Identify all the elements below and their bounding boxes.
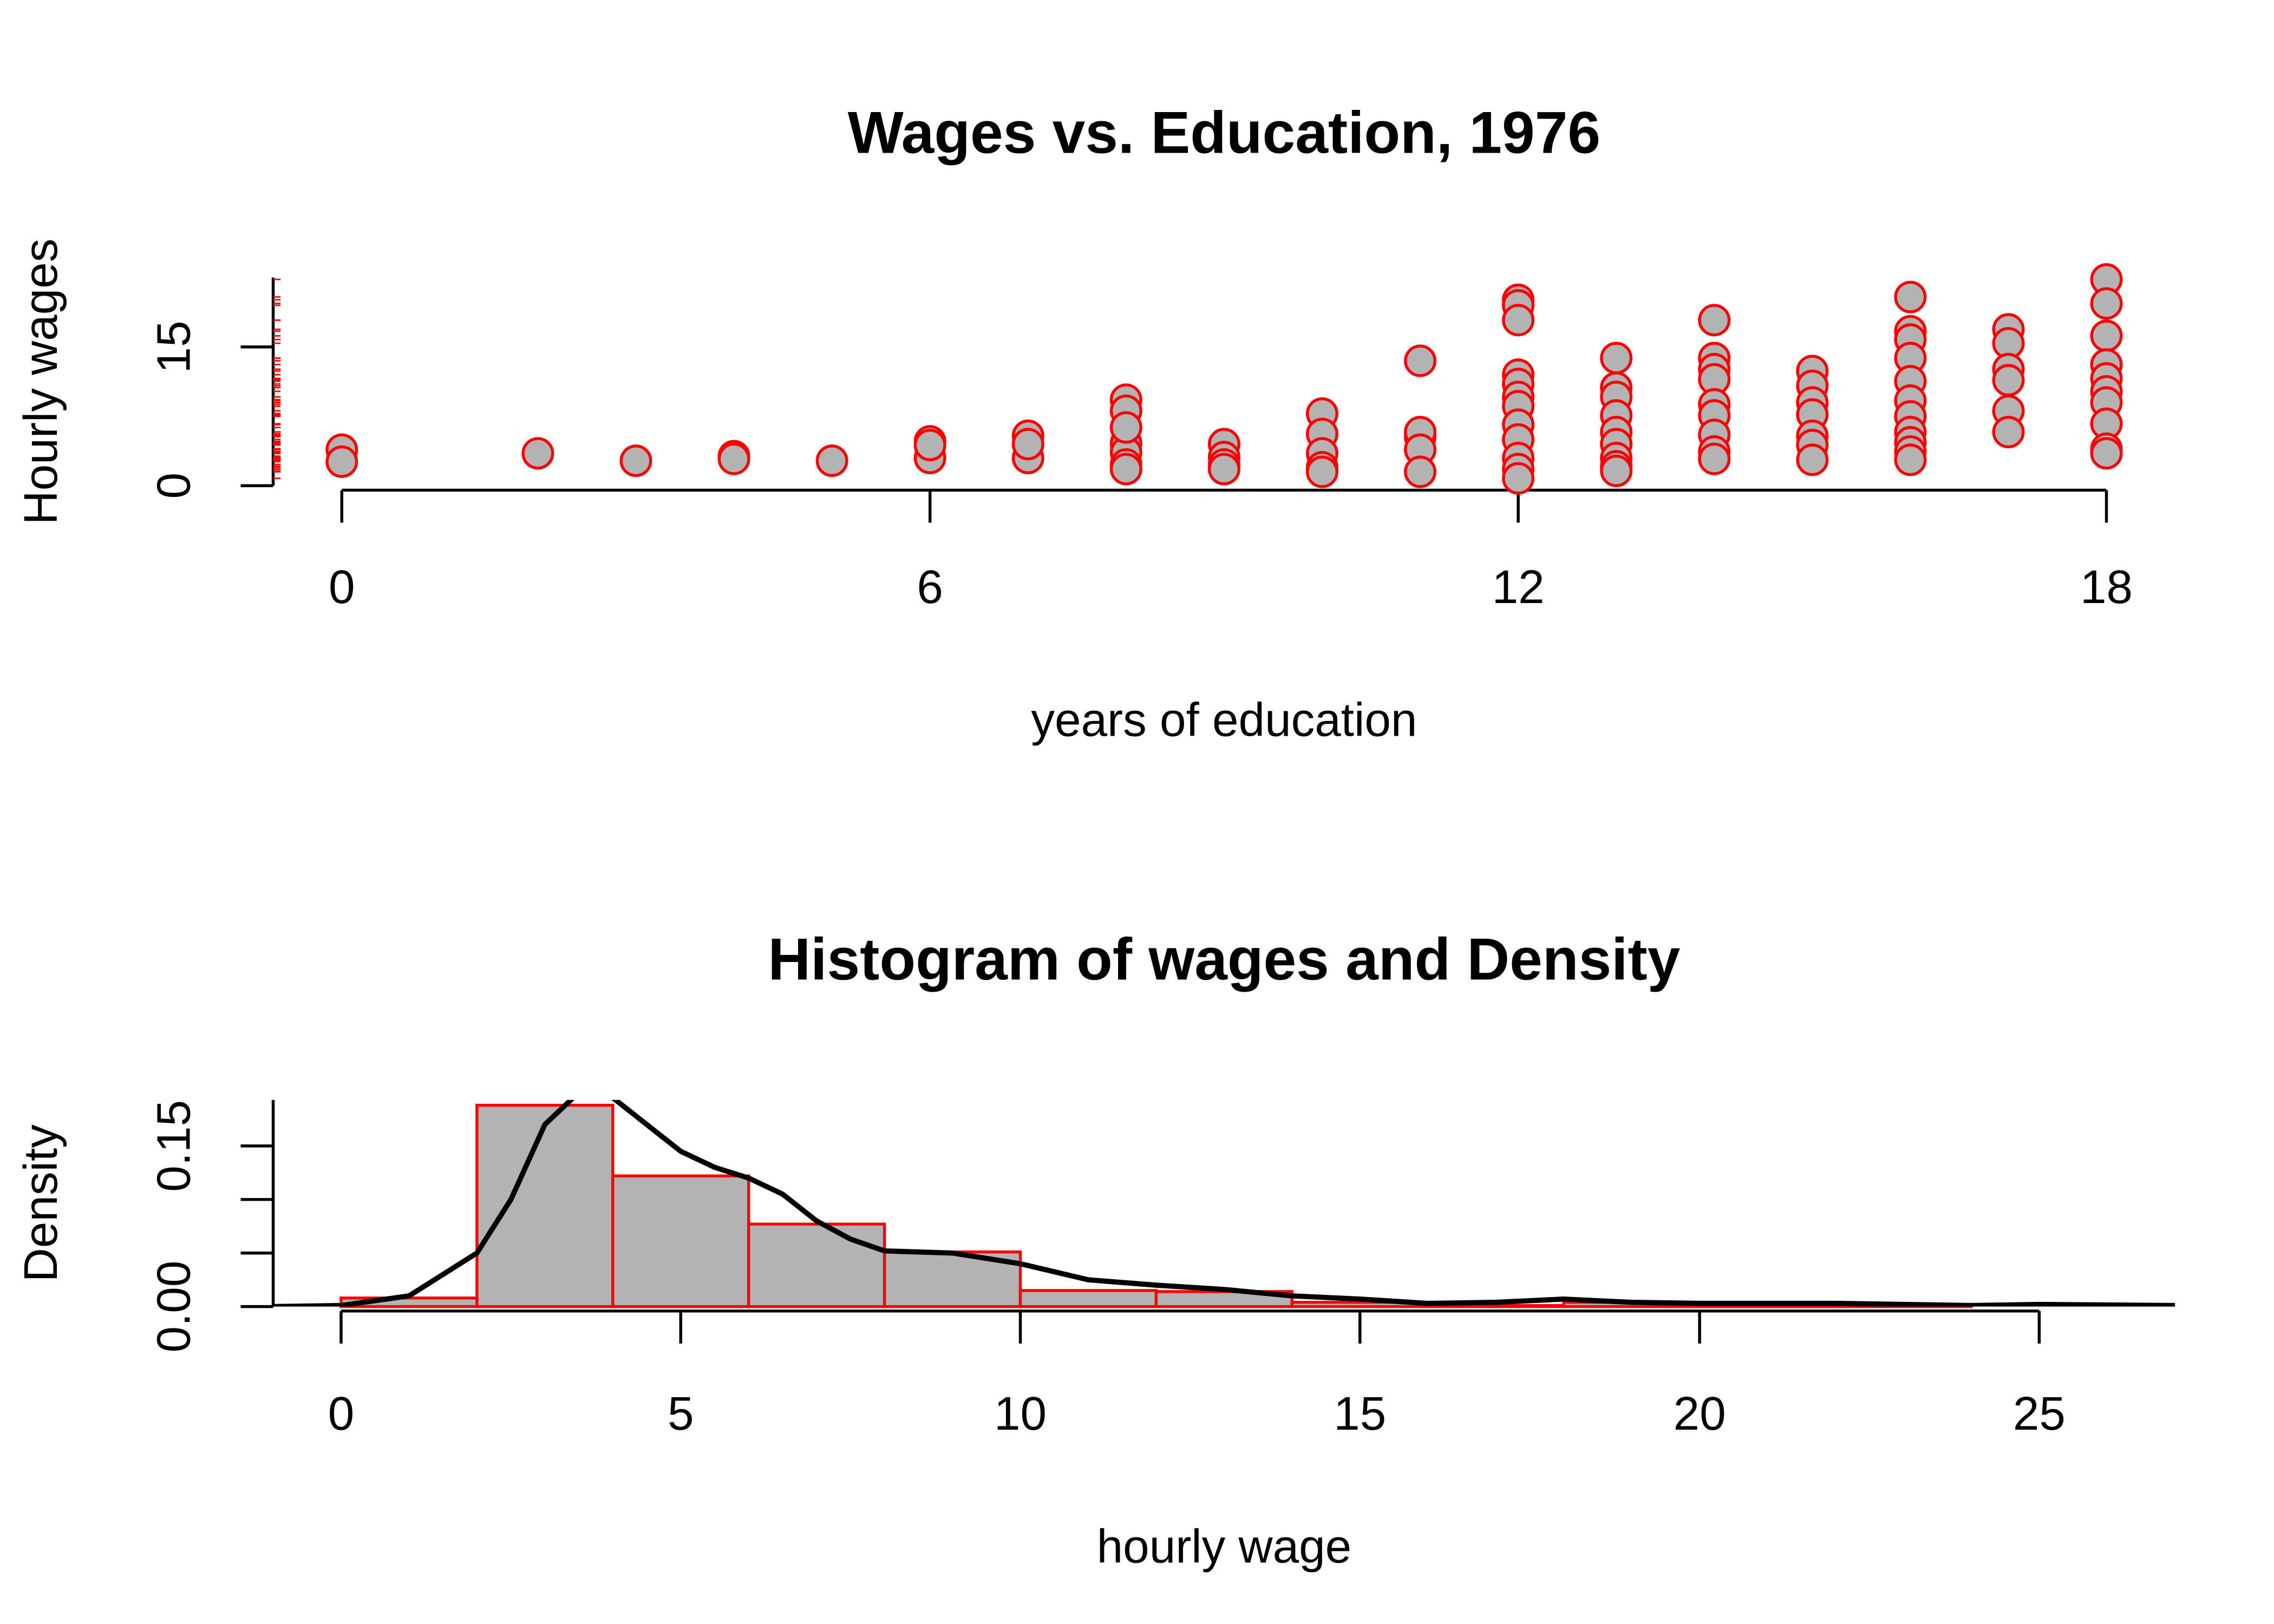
histogram-bar (475, 1103, 615, 1308)
scatter-point (815, 444, 848, 477)
x-tick-label: 10 (994, 1387, 1047, 1440)
y-tick-label: 0.00 (147, 1261, 200, 1353)
x-tick-label: 6 (917, 561, 943, 613)
histogram-bar (747, 1222, 886, 1308)
chart-title: Wages vs. Education, 1976 (848, 100, 1600, 166)
density-line (273, 1099, 2175, 1307)
scatter-point (1992, 364, 2025, 397)
x-tick-label: 5 (668, 1387, 694, 1440)
y-axis-label: Hourly wages (15, 239, 67, 525)
scatter-point (1698, 442, 1731, 475)
scatter-point (1011, 428, 1044, 461)
x-tick-label: 12 (1492, 561, 1545, 613)
scatter-point (1305, 455, 1338, 488)
scatter-point (1502, 462, 1535, 495)
scatter-point (1404, 344, 1437, 377)
x-tick-label: 18 (2080, 561, 2133, 613)
scatter-point (717, 442, 750, 475)
y-tick-label: 15 (147, 320, 200, 373)
scatter-point (1698, 304, 1731, 337)
histogram-bar (1018, 1289, 1158, 1308)
scatter-point (1992, 416, 2025, 449)
x-tick-label: 0 (328, 1387, 355, 1440)
scatter-point (521, 437, 554, 470)
scatter-point (1894, 280, 1927, 313)
chart-title: Histogram of wages and Density (768, 927, 1680, 993)
y-tick-label: 0 (147, 473, 200, 499)
scatter-point (1207, 453, 1240, 486)
x-axis-label: hourly wage (1097, 1521, 1352, 1573)
scatter-point (1502, 304, 1535, 337)
scatter-point (1796, 443, 1829, 476)
x-tick-label: 25 (2013, 1387, 2066, 1440)
x-axis-label: years of education (1031, 693, 1417, 746)
scatter-point (325, 445, 358, 478)
scatter-point (1404, 455, 1437, 488)
y-axis-label: Density (15, 1124, 67, 1282)
scatter-point (2090, 319, 2123, 352)
scatter-point (1600, 454, 1633, 487)
scatter-point (2090, 437, 2123, 470)
histogram-bar (1426, 1304, 1565, 1308)
scatter-point (619, 444, 652, 477)
scatter-point (1109, 453, 1142, 486)
x-tick-label: 20 (1674, 1387, 1726, 1440)
scatter-point (2090, 287, 2123, 320)
histogram-bar (611, 1174, 750, 1308)
scatter-point (1109, 411, 1142, 444)
scatter-point (913, 429, 946, 462)
x-tick-label: 0 (329, 561, 355, 613)
scatter-point (1894, 443, 1927, 476)
x-tick-label: 15 (1334, 1387, 1386, 1440)
y-tick-label: 0.15 (147, 1100, 200, 1192)
scatter-point (1600, 342, 1633, 375)
